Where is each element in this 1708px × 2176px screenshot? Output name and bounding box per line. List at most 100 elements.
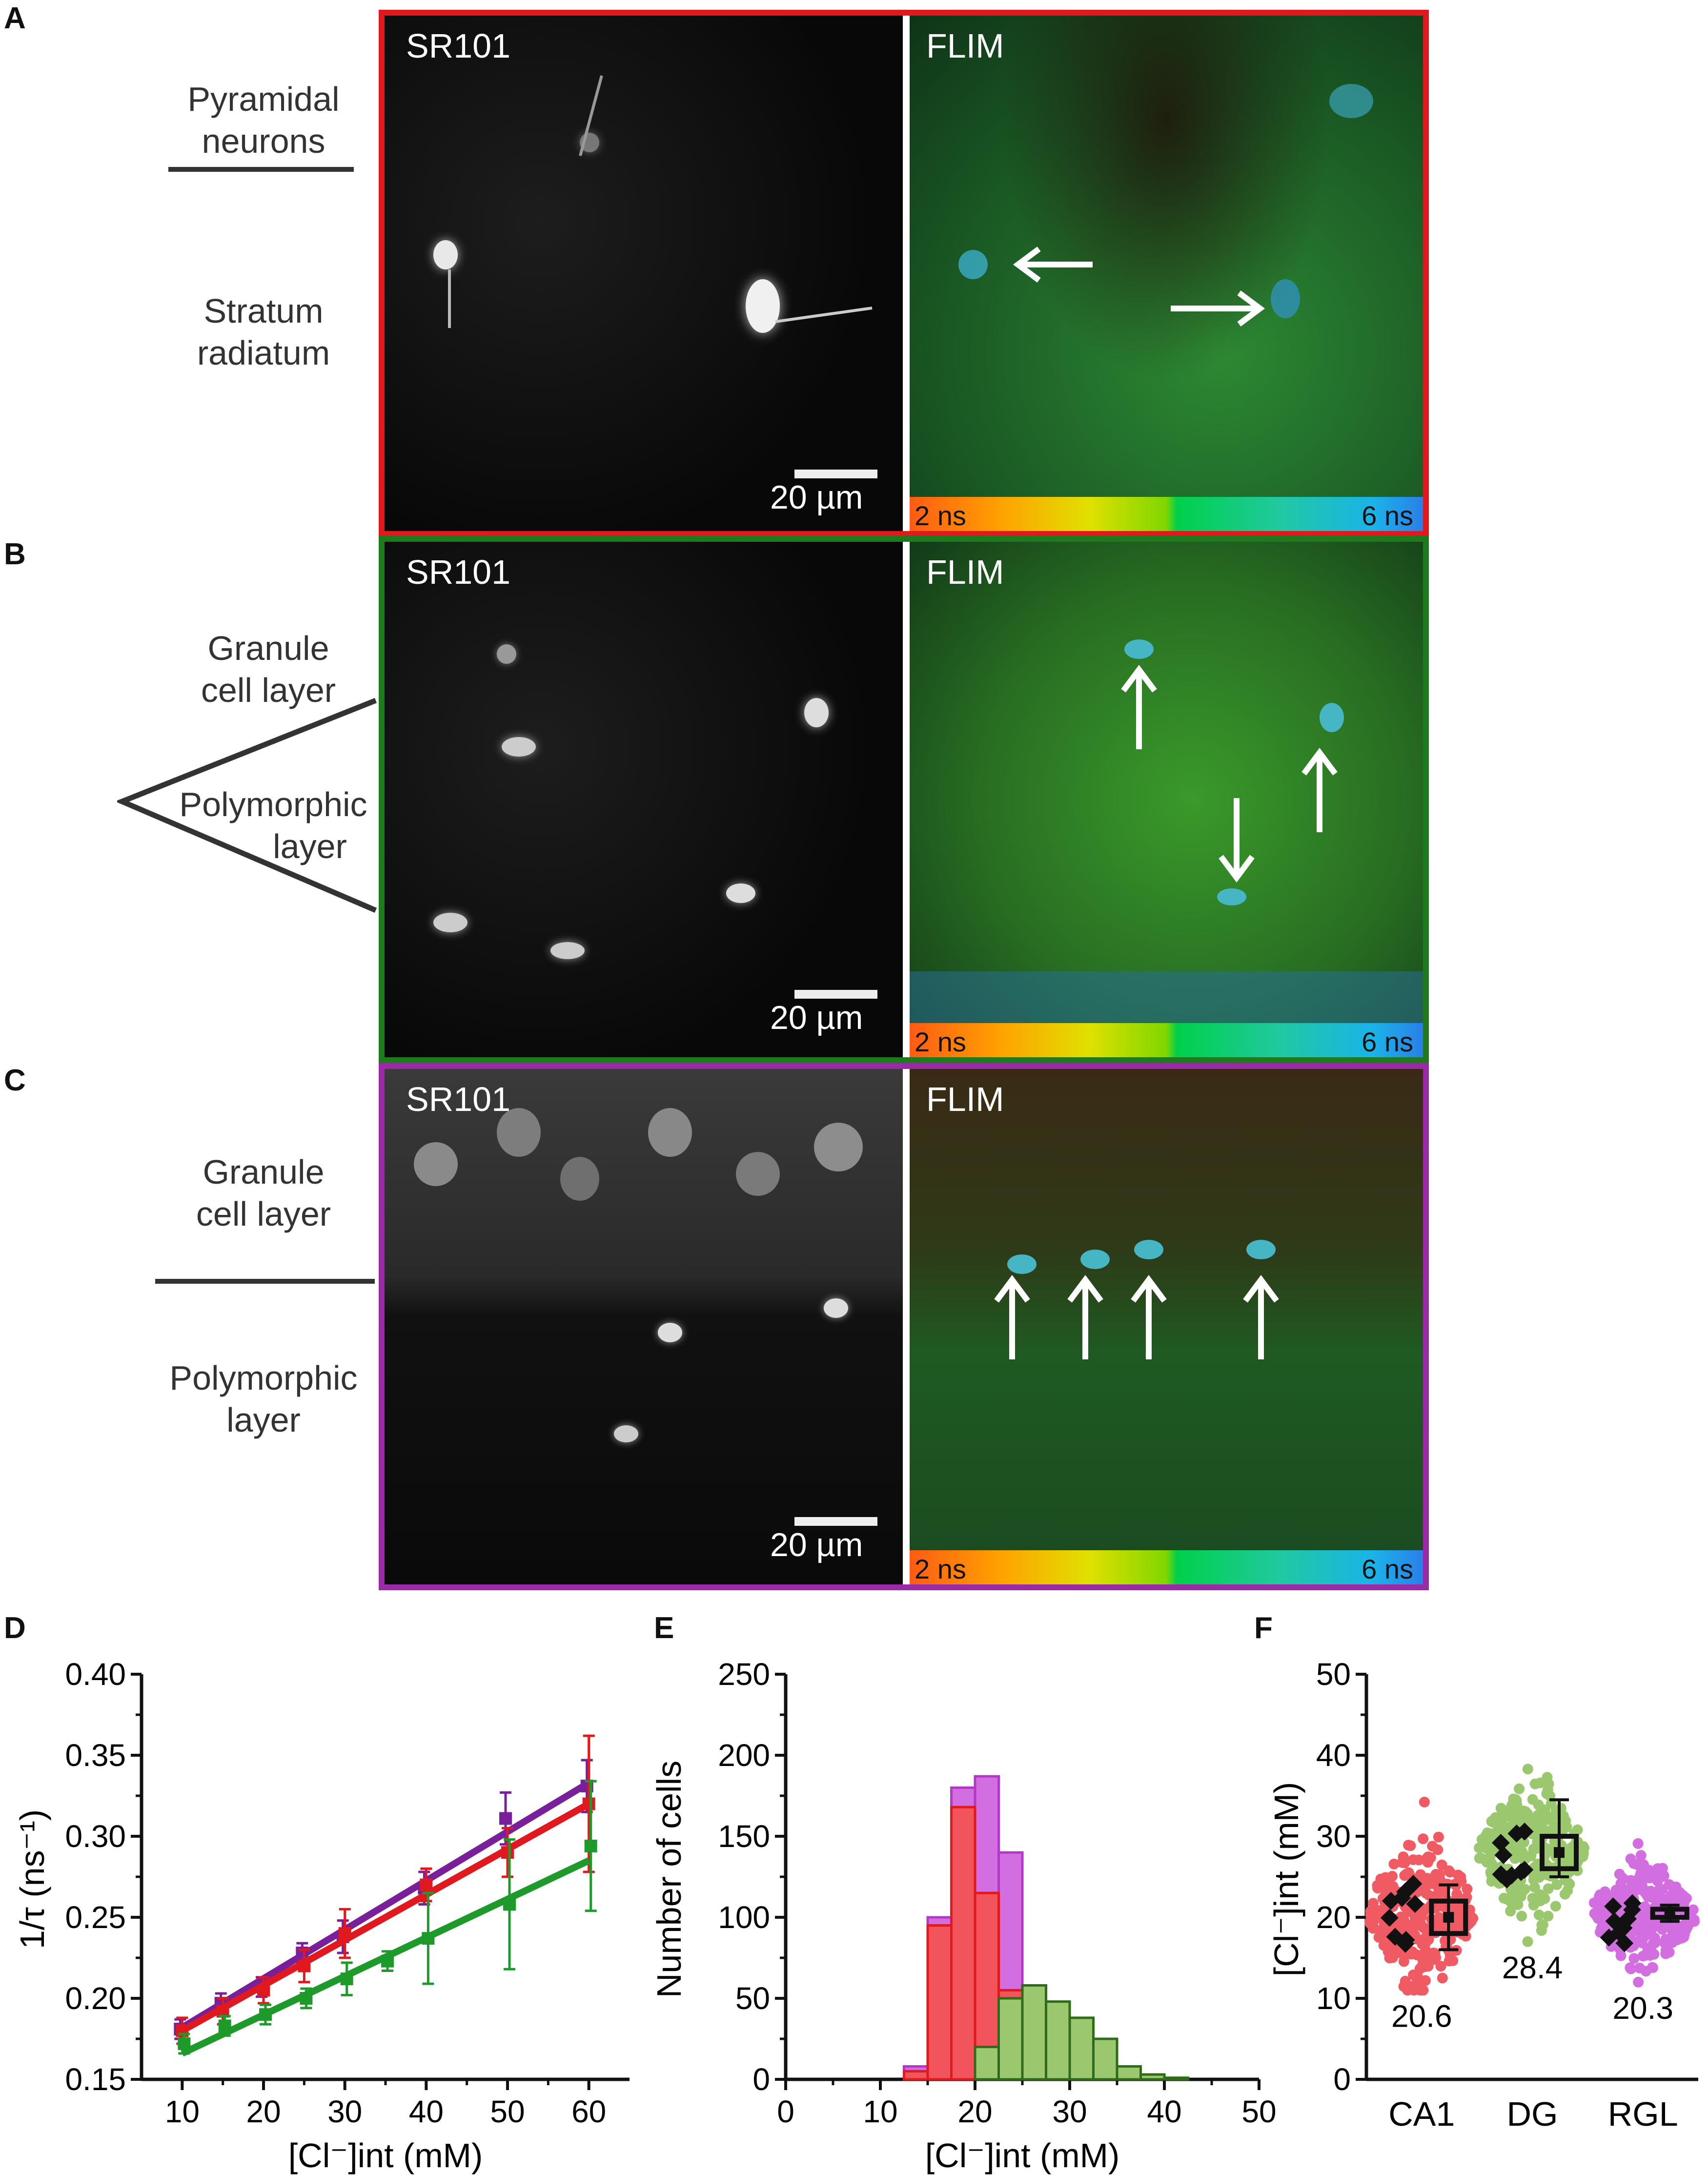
colorbar-max-label: 6 ns [1362, 1026, 1413, 1057]
colorbar-min-label: 2 ns [915, 1026, 966, 1057]
data-point [1522, 1936, 1533, 1947]
data-point [1551, 1879, 1563, 1890]
granule-cell [736, 1152, 780, 1196]
data-point [1667, 1928, 1679, 1939]
data-point [257, 1984, 270, 1997]
image-frame-c: 20 µm SR101 2 ns 6 ns FLIM [379, 1063, 1429, 1590]
chart-f-scatter: 0 10 20 30 40 50 20.6 CA1 28.4 DG 20.3 RGL [Cl⁻]int … [1267, 1657, 1700, 2133]
data-point [1633, 1976, 1644, 1988]
panel-letter-a: A [4, 1, 26, 35]
y-tick-label: 40 [1316, 1738, 1351, 1773]
flim-image: 2 ns 6 ns [910, 1069, 1423, 1584]
arrow-icon [1012, 245, 1095, 284]
data-point [1572, 1824, 1583, 1835]
y-axis-label: Number of cells [650, 1761, 688, 1998]
x-tick-label: 60 [571, 2094, 606, 2129]
sr101-label: SR101 [406, 27, 511, 65]
histogram-bar [1068, 2016, 1095, 2081]
data-point [1510, 1840, 1522, 1851]
y-tick-label: 0.15 [65, 2062, 126, 2097]
data-point [1456, 1876, 1467, 1887]
box [1429, 1898, 1468, 1936]
lifetime-colorbar: 2 ns 6 ns [910, 1023, 1423, 1057]
data-point [1481, 1857, 1492, 1868]
arrow-icon [1300, 747, 1339, 835]
data-point [1407, 1946, 1418, 1957]
scale-bar [794, 470, 877, 478]
data-point [1528, 1900, 1539, 1911]
blue-cell [958, 250, 988, 279]
scale-bar [794, 990, 877, 999]
x-axis-label: [Cl⁻]int (mM) [288, 2136, 483, 2175]
data-point [1543, 1883, 1554, 1894]
layer-divider-line [155, 1279, 375, 1284]
process [448, 269, 451, 328]
data-point [1527, 1794, 1538, 1805]
scale-label: 20 µm [770, 479, 863, 516]
box-mean [1554, 1847, 1565, 1858]
data-point [1426, 1875, 1437, 1886]
data-point [1514, 1783, 1525, 1794]
data-point [1529, 1817, 1540, 1828]
data-point [1637, 1881, 1648, 1892]
x-tick-label: 30 [327, 2094, 362, 2129]
astrocyte-cell [658, 1323, 682, 1342]
granule-cell [648, 1108, 692, 1157]
data-point [503, 1898, 516, 1911]
data-point [1636, 1937, 1647, 1949]
data-point [338, 1927, 351, 1940]
arrow-icon [1168, 289, 1266, 328]
data-point [1518, 1815, 1529, 1827]
data-point [1674, 1887, 1686, 1898]
arrow-icon [1129, 1274, 1168, 1362]
x-tick-label: 20 [246, 2094, 281, 2129]
x-category-label: DG [1507, 2095, 1558, 2133]
image-divider [903, 542, 910, 1057]
label-line: Granule [207, 629, 329, 667]
y-tick-label: 0.30 [65, 1819, 126, 1854]
x-category-label: CA1 [1388, 2095, 1455, 2133]
label-polymorphic-layer: Polymorphic layer [156, 1357, 371, 1441]
data-point [1505, 1906, 1516, 1917]
data-point [1412, 1971, 1423, 1982]
data-point [1423, 1889, 1435, 1901]
panel-letter-e: E [654, 1611, 674, 1645]
median-label: 20.3 [1612, 1991, 1673, 2026]
data-point [1484, 1831, 1496, 1843]
label-granule-cell-layer: Granule cell layer [176, 627, 361, 711]
blue-cell [1271, 279, 1300, 318]
label-line: Pyramidal [187, 80, 340, 118]
data-point [1537, 1919, 1548, 1930]
flim-image: 2 ns 6 ns [910, 542, 1423, 1057]
label-line: cell layer [196, 1195, 331, 1233]
arrow-icon [993, 1274, 1032, 1362]
image-frame-a: 20 µm SR101 2 ns 6 ns FLIM [379, 10, 1429, 537]
data-point [1423, 1961, 1434, 1972]
y-tick-label: 0 [752, 2062, 770, 2097]
image-frame-b: 20 µm SR101 2 ns 6 ns FLIM [379, 536, 1429, 1063]
data-point [1634, 1962, 1645, 1973]
data-point [1646, 1946, 1657, 1957]
data-point [1507, 1890, 1519, 1901]
y-tick-label: 0.20 [65, 1981, 126, 2016]
colorbar-max-label: 6 ns [1362, 500, 1413, 531]
y-axis-label: [Cl⁻]int (mM) [1267, 1782, 1305, 1977]
box [1540, 1834, 1579, 1871]
data-point [1615, 1878, 1627, 1889]
label-granule-cell-layer: Granule cell layer [171, 1151, 356, 1235]
data-point [1433, 1831, 1444, 1843]
data-point [1418, 1985, 1429, 1996]
data-point [1543, 1778, 1554, 1789]
data-point [1539, 1804, 1550, 1815]
median-label: 20.6 [1391, 1998, 1452, 2033]
box-mean [1443, 1912, 1454, 1923]
colorbar-min-label: 2 ns [915, 500, 966, 531]
sr101-label: SR101 [406, 553, 511, 591]
data-point [340, 1972, 353, 1986]
y-tick-label: 100 [718, 1900, 770, 1935]
x-tick-label: 10 [863, 2094, 897, 2129]
data-point [1386, 1870, 1398, 1882]
data-point [381, 1954, 394, 1968]
y-tick-label: 0.35 [65, 1738, 126, 1773]
panel-letter-c: C [4, 1064, 26, 1097]
